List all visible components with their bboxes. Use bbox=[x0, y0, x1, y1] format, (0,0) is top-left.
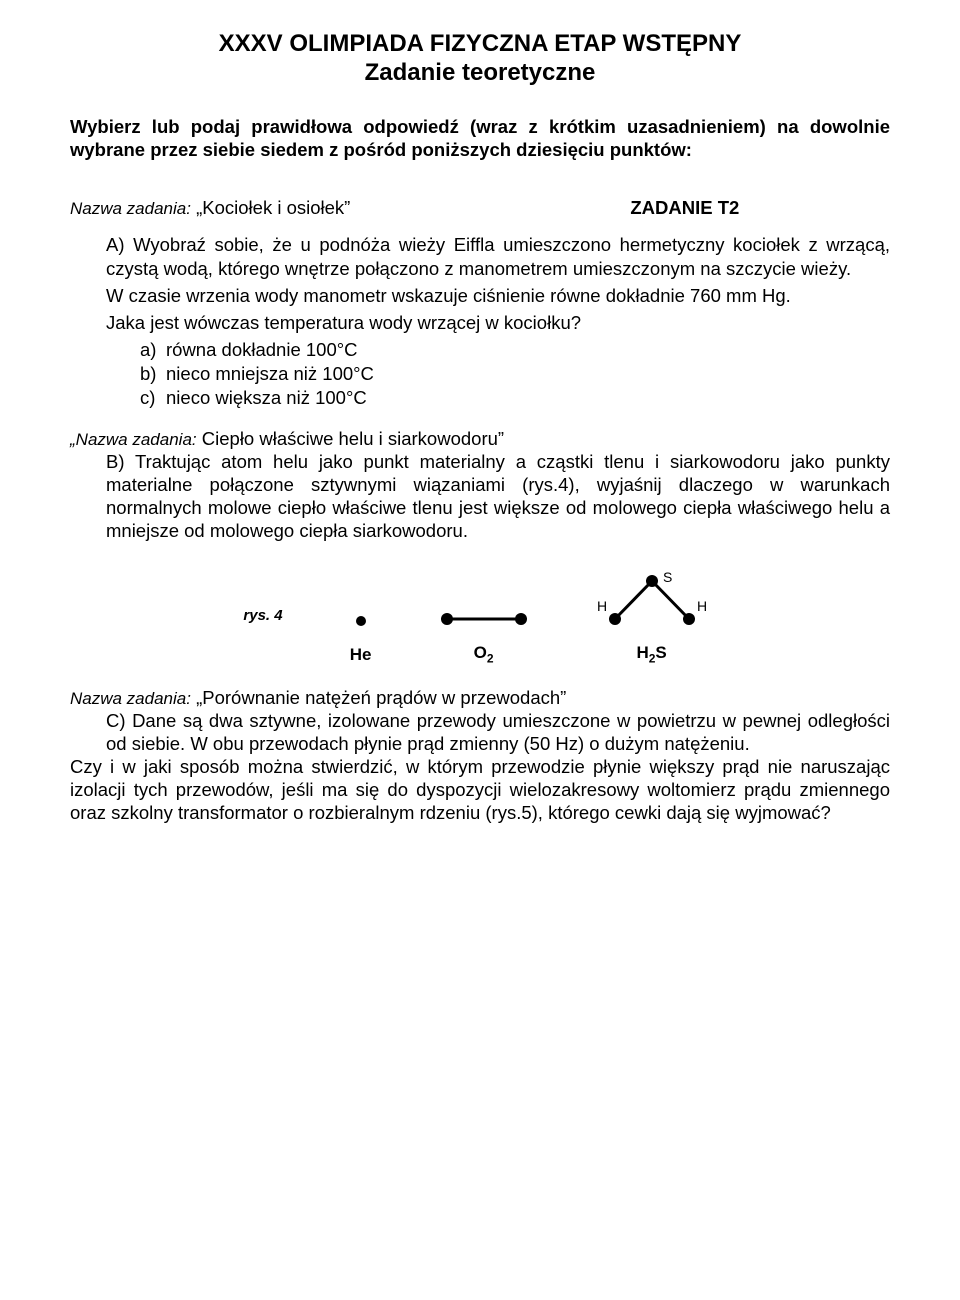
task-b-name: Ciepło właściwe helu i siarkowodoru” bbox=[197, 428, 504, 449]
task-c-prefix: Nazwa zadania: bbox=[70, 689, 191, 708]
task-c-header: Nazwa zadania: „Porównanie natężeń prądó… bbox=[70, 687, 890, 709]
he-label: He bbox=[350, 645, 372, 665]
option-a: a) równa dokładnie 100°C bbox=[140, 338, 890, 362]
task-a-prefix: Nazwa zadania: bbox=[70, 199, 191, 218]
document-page: XXXV OLIMPIADA FIZYCZNA ETAP WSTĘPNY Zad… bbox=[0, 0, 960, 1300]
molecule-h2s: H S H H2S bbox=[587, 567, 717, 665]
option-c-text: nieco większa niż 100°C bbox=[166, 386, 367, 410]
task-b-prefix: „Nazwa zadania: bbox=[70, 430, 197, 449]
figure-caption: rys. 4 bbox=[243, 607, 282, 624]
task-b-header: „Nazwa zadania: Ciepło właściwe helu i s… bbox=[70, 428, 890, 450]
option-c: c) nieco większa niż 100°C bbox=[140, 386, 890, 410]
he-atom-icon bbox=[341, 593, 381, 641]
o2-label: O2 bbox=[474, 643, 494, 665]
molecule-o2: O2 bbox=[429, 591, 539, 665]
o2-molecule-icon bbox=[429, 591, 539, 639]
o2-label-base: O bbox=[474, 643, 487, 662]
h2s-molecule-icon: H S H bbox=[587, 567, 717, 639]
option-c-marker: c) bbox=[140, 386, 166, 410]
h2s-h1-label: H bbox=[597, 598, 607, 614]
option-b-text: nieco mniejsza niż 100°C bbox=[166, 362, 374, 386]
page-title: XXXV OLIMPIADA FIZYCZNA ETAP WSTĘPNY bbox=[70, 28, 890, 59]
h2s-h2-label: H bbox=[697, 598, 707, 614]
task-c-name: „Porównanie natężeń prądów w przewodach” bbox=[191, 687, 566, 708]
zadanie-label: ZADANIE T2 bbox=[630, 197, 739, 219]
option-a-text: równa dokładnie 100°C bbox=[166, 338, 358, 362]
task-a-body1: A) Wyobraź sobie, że u podnóża wieży Eif… bbox=[106, 233, 890, 279]
option-b: b) nieco mniejsza niż 100°C bbox=[140, 362, 890, 386]
instruction-text: Wybierz lub podaj prawidłowa odpowiedź (… bbox=[70, 115, 890, 161]
page-subtitle: Zadanie teoretyczne bbox=[70, 59, 890, 87]
task-a-body2: W czasie wrzenia wody manometr wskazuje … bbox=[106, 284, 890, 307]
option-a-marker: a) bbox=[140, 338, 166, 362]
figure-4: rys. 4 He O2 H bbox=[70, 567, 890, 665]
molecule-he: He bbox=[341, 593, 381, 665]
task-c-body2: Czy i w jaki sposób można stwierdzić, w … bbox=[70, 755, 890, 824]
option-b-marker: b) bbox=[140, 362, 166, 386]
task-a-name: „Kociołek i osiołek” bbox=[191, 197, 350, 218]
h2s-label-base: H bbox=[636, 643, 648, 662]
o2-label-sub: 2 bbox=[487, 651, 494, 665]
task-header-row: Nazwa zadania: „Kociołek i osiołek” ZADA… bbox=[70, 197, 890, 219]
h2s-label-tail: S bbox=[655, 643, 666, 662]
task-a-body3: Jaka jest wówczas temperatura wody wrząc… bbox=[106, 311, 890, 334]
h2s-label: H2S bbox=[636, 643, 666, 665]
task-a-options: a) równa dokładnie 100°C b) nieco mniejs… bbox=[140, 338, 890, 410]
task-b-body: B) Traktując atom helu jako punkt materi… bbox=[106, 450, 890, 543]
h2s-s-label: S bbox=[663, 569, 672, 585]
task-c-body1: C) Dane są dwa sztywne, izolowane przewo… bbox=[106, 709, 890, 755]
